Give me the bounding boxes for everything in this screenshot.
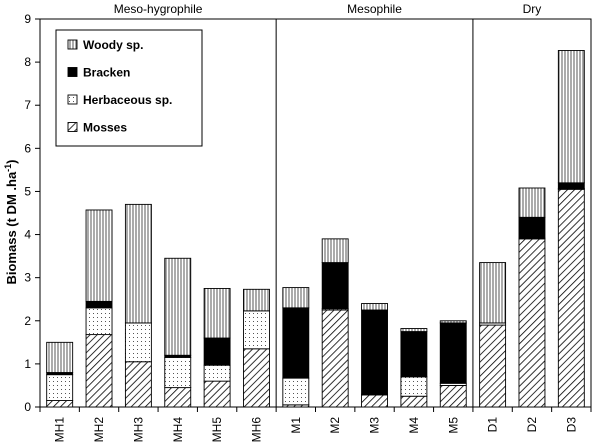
bar-segment — [400, 376, 428, 397]
bar-segment — [46, 341, 74, 373]
bar-segment — [85, 334, 113, 408]
bar-segment — [243, 310, 270, 350]
bar-segment — [400, 328, 428, 333]
x-tick-label: MH4 — [171, 417, 185, 443]
bar-segment — [85, 307, 113, 336]
x-tick-label: MH3 — [131, 417, 145, 443]
bar-segment — [203, 364, 231, 382]
y-axis-title-main: Biomass (t DM .ha — [4, 171, 19, 284]
bar-segment — [243, 348, 270, 408]
x-tick-label: MH5 — [210, 417, 224, 443]
legend: Woody sp. Bracken Herbaceous sp. Mosses — [55, 29, 203, 147]
legend-swatch — [67, 67, 78, 77]
bar-segment — [321, 238, 349, 264]
bar-segment — [400, 331, 428, 378]
y-tick-label: 9 — [24, 12, 31, 26]
y-tick-label: 2 — [24, 314, 31, 328]
group-label: Dry — [523, 2, 542, 16]
bar-segment — [479, 262, 507, 324]
axis-layer: 0 1 2 3 4 5 6 7 8 9 Meso-hygrophile Mesophile Dry MH1… — [24, 2, 592, 443]
y-axis-title: Biomass (t DM .ha-1) — [3, 159, 19, 284]
bar-segment — [282, 377, 310, 406]
legend-label: Mosses — [83, 121, 127, 135]
bar-segment — [518, 238, 546, 408]
bar-segment — [46, 374, 74, 401]
bar-segment — [439, 322, 467, 384]
legend-swatch — [67, 122, 78, 132]
bar-segment — [243, 288, 270, 312]
x-tick-label: M1 — [289, 417, 303, 434]
y-axis-title-sup: -1 — [3, 164, 13, 172]
bar-segment — [164, 387, 192, 408]
legend-box — [55, 29, 203, 147]
group-label: Meso-hygrophile — [114, 2, 203, 16]
legend-swatch — [67, 94, 78, 105]
y-tick-label: 5 — [24, 184, 31, 198]
x-tick-label: M5 — [446, 417, 460, 434]
x-tick-label: MH6 — [249, 417, 263, 443]
bar-segment — [321, 262, 349, 310]
bar-segment — [479, 324, 507, 408]
y-tick-label: 4 — [24, 228, 31, 242]
bar-segment — [518, 216, 546, 239]
bar-segment — [361, 309, 388, 395]
bar-segment — [46, 400, 74, 408]
y-tick-label: 0 — [24, 400, 31, 414]
y-tick-label: 1 — [24, 357, 31, 371]
x-tick-label: D1 — [486, 417, 500, 433]
bar-segment — [321, 309, 349, 408]
x-tick-label: M4 — [407, 417, 421, 434]
x-tick-label: M3 — [368, 417, 382, 434]
y-tick-label: 8 — [24, 55, 31, 69]
bar-segment — [361, 394, 388, 408]
bar-segment — [203, 380, 231, 408]
bar-segment — [164, 356, 192, 389]
bar-segment — [203, 337, 231, 366]
x-tick-label: MH1 — [53, 417, 67, 443]
bar-segment — [124, 203, 152, 324]
bar-segment — [85, 300, 113, 309]
x-tick-label: D3 — [564, 417, 578, 433]
group-label: Mesophile — [347, 2, 402, 16]
bar-segment — [85, 209, 113, 302]
bar-segment — [282, 287, 310, 309]
bars-layer — [46, 50, 585, 408]
y-tick-label: 7 — [24, 98, 31, 112]
bar-segment — [518, 187, 546, 218]
legend-label: Bracken — [83, 66, 130, 80]
bar-segment — [439, 320, 467, 324]
bar-segment — [124, 361, 152, 408]
x-tick-label: D2 — [525, 417, 539, 433]
y-tick-label: 3 — [24, 271, 31, 285]
legend-label: Herbaceous sp. — [83, 93, 172, 107]
bar-segment — [557, 188, 585, 408]
x-tick-label: M2 — [328, 417, 342, 434]
bar-segment — [124, 322, 152, 363]
bar-segment — [282, 307, 310, 379]
x-tick-label: MH2 — [92, 417, 106, 443]
bar-segment — [439, 384, 467, 408]
y-tick-label: 6 — [24, 141, 31, 155]
bar-segment — [557, 182, 585, 189]
bar-segment — [400, 395, 428, 408]
legend-swatch — [67, 39, 78, 50]
bar-segment — [361, 303, 388, 311]
legend-label: Woody sp. — [83, 38, 143, 52]
bar-segment — [557, 50, 585, 184]
bar-segment — [203, 287, 231, 339]
y-axis-title-close: ) — [4, 159, 19, 163]
bar-segment — [164, 257, 192, 356]
